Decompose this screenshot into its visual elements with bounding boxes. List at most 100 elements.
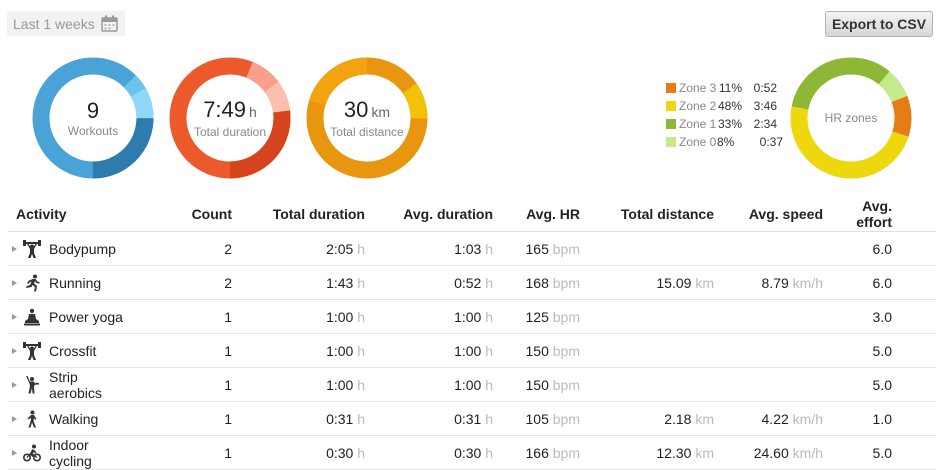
- zone-time: 2:34: [753, 117, 777, 131]
- total-duration-cell: 2:05 h: [232, 231, 365, 266]
- activity-cell[interactable]: Crossfit: [8, 333, 134, 368]
- hr-zone-legend-row: Zone 1 33% 2:34: [666, 115, 783, 133]
- avg-speed-value: 4.22: [761, 410, 789, 427]
- avg-hr-cell: 168 bpm: [493, 265, 580, 300]
- column-header-activity[interactable]: Activity: [8, 197, 134, 232]
- avg-hr-value: 125: [525, 308, 549, 325]
- column-header-avg-speed[interactable]: Avg. speed: [714, 197, 823, 232]
- avg-hr-unit: bpm: [552, 444, 580, 461]
- activity-cell[interactable]: Power yoga: [8, 299, 134, 334]
- duration-donut: 7:49 h Total duration: [168, 56, 292, 180]
- activity-cell[interactable]: Indoor cycling: [8, 435, 134, 470]
- total-duration-unit: h: [357, 274, 365, 291]
- table-row[interactable]: Crossfit 1 1:00 h 1:00 h 150 bpm 5.0: [8, 333, 936, 368]
- zone-name: Zone 0: [679, 135, 717, 149]
- export-csv-button[interactable]: Export to CSV: [825, 11, 933, 37]
- expand-arrow-icon[interactable]: [12, 313, 17, 320]
- expand-arrow-icon[interactable]: [12, 381, 17, 388]
- avg-effort-cell: 5.0: [823, 367, 892, 402]
- table-row[interactable]: Bodypump 2 2:05 h 1:03 h 165 bpm 6.0: [8, 231, 936, 266]
- avg-duration-value: 0:31: [454, 410, 482, 427]
- activity-name: Bodypump: [49, 240, 116, 257]
- avg-speed-cell: [714, 299, 823, 334]
- avg-duration-cell: 0:31 h: [365, 401, 493, 436]
- avg-effort-cell: 5.0: [823, 435, 892, 470]
- avg-effort-cell: 3.0: [823, 299, 892, 334]
- zone-pct: 33%: [717, 117, 742, 131]
- avg-effort-cell: 5.0: [823, 333, 892, 368]
- count-cell: 2: [134, 231, 232, 266]
- row-spacer: [892, 435, 936, 470]
- column-header-count[interactable]: Count: [134, 197, 232, 232]
- activity-name: Walking: [49, 410, 99, 427]
- expand-arrow-icon[interactable]: [12, 347, 17, 354]
- total-duration-value: 1:00: [326, 376, 354, 393]
- hr-zone-legend-row: Zone 0 8% 0:37: [666, 133, 783, 151]
- period-selector[interactable]: Last 1 weeks: [7, 11, 125, 36]
- avg-speed-value: 8.79: [761, 274, 789, 291]
- activity-cell[interactable]: Walking: [8, 401, 134, 436]
- avg-hr-unit: bpm: [552, 376, 580, 393]
- row-spacer: [892, 401, 936, 436]
- avg-duration-value: 1:00: [454, 376, 482, 393]
- avg-effort-value: 5.0: [872, 376, 892, 393]
- column-header-total-duration[interactable]: Total duration: [232, 197, 365, 232]
- avg-effort-value: 3.0: [872, 308, 892, 325]
- table-row[interactable]: Running 2 1:43 h 0:52 h 168 bpm 15.09 km…: [8, 265, 936, 300]
- total-distance-value: 2.18: [664, 410, 692, 427]
- table-row[interactable]: Strip aerobics 1 1:00 h 1:00 h 150 bpm 5…: [8, 367, 936, 402]
- zone-1-swatch: [666, 119, 676, 129]
- avg-effort-cell: 6.0: [823, 265, 892, 300]
- table-row[interactable]: Power yoga 1 1:00 h 1:00 h 125 bpm 3.0: [8, 299, 936, 334]
- hr-zones-label: HR zones: [824, 111, 878, 125]
- expand-arrow-icon[interactable]: [12, 245, 17, 252]
- total-duration-value: 1:43: [326, 274, 354, 291]
- activity-cell[interactable]: Bodypump: [8, 231, 134, 266]
- total-distance-unit: km: [695, 410, 714, 427]
- avg-duration-value: 0:52: [454, 274, 482, 291]
- total-duration-value: 1:00: [326, 308, 354, 325]
- avg-effort-value: 5.0: [872, 342, 892, 359]
- avg-duration-unit: h: [485, 342, 493, 359]
- activity-cell[interactable]: Strip aerobics: [8, 367, 134, 402]
- total-duration-value: 2:05: [326, 240, 354, 257]
- period-label: Last 1 weeks: [13, 15, 95, 32]
- activity-cell[interactable]: Running: [8, 265, 134, 300]
- count-value: 2: [224, 274, 232, 291]
- zone-pct: 48%: [717, 99, 742, 113]
- avg-duration-unit: h: [485, 240, 493, 257]
- avg-duration-cell: 1:00 h: [365, 333, 493, 368]
- zone-2-swatch: [666, 101, 676, 111]
- expand-arrow-icon[interactable]: [12, 279, 17, 286]
- total-duration-value: 0:30: [326, 444, 354, 461]
- hr-zone-slice-zone-2: [790, 57, 912, 179]
- table-row[interactable]: Walking 1 0:31 h 0:31 h 105 bpm 2.18 km …: [8, 401, 936, 436]
- zone-time: 3:46: [753, 99, 777, 113]
- workouts-donut: 9 Workouts: [31, 56, 155, 180]
- count-cell: 1: [134, 435, 232, 470]
- avg-speed-cell: [714, 367, 823, 402]
- row-spacer: [892, 367, 936, 402]
- column-header-avg-effort[interactable]: Avg. effort: [823, 197, 892, 232]
- count-value: 1: [224, 410, 232, 427]
- total-distance-unit: km: [371, 103, 391, 120]
- column-header-avg-duration[interactable]: Avg. duration: [365, 197, 493, 232]
- zone-time: 0:52: [753, 81, 777, 95]
- column-header-total-distance[interactable]: Total distance: [580, 197, 714, 232]
- avg-duration-value: 1:00: [454, 342, 482, 359]
- avg-hr-unit: bpm: [552, 410, 580, 427]
- count-cell: 1: [134, 299, 232, 334]
- aerobics-icon: [23, 375, 41, 394]
- total-distance-cell: [580, 299, 714, 334]
- table-row[interactable]: Indoor cycling 1 0:30 h 0:30 h 166 bpm 1…: [8, 435, 936, 470]
- zone-name: Zone 2: [679, 99, 717, 113]
- column-header-avg-hr[interactable]: Avg. HR: [493, 197, 580, 232]
- avg-speed-value: 24.60: [753, 444, 789, 461]
- row-spacer: [892, 299, 936, 334]
- expand-arrow-icon[interactable]: [12, 449, 17, 456]
- total-distance-cell: [580, 333, 714, 368]
- avg-hr-cell: 165 bpm: [493, 231, 580, 266]
- row-spacer: [892, 265, 936, 300]
- expand-arrow-icon[interactable]: [12, 415, 17, 422]
- count-cell: 1: [134, 401, 232, 436]
